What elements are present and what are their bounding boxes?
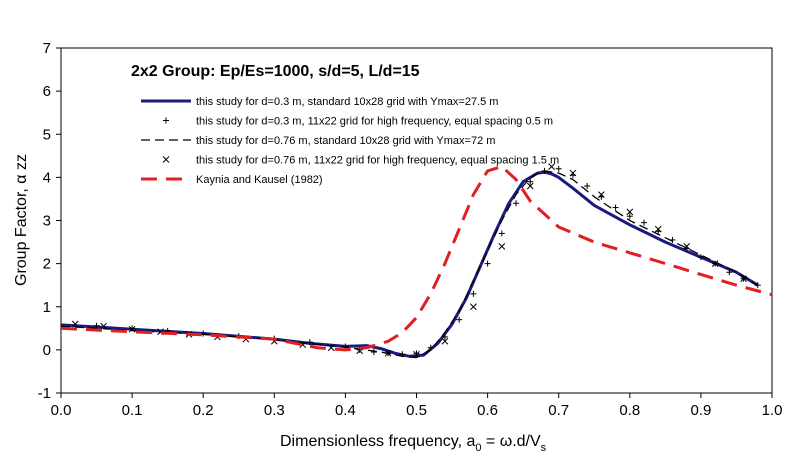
x-tick-label: 0.4 [335, 402, 356, 419]
legend-label-1: this study for d=0.3 m, 11x22 grid for h… [196, 116, 553, 128]
series-3-point [441, 337, 449, 345]
series-1-point [370, 349, 377, 356]
series-1-point [726, 269, 733, 276]
series-3-point [626, 208, 634, 216]
x-tick-label: 0.5 [406, 402, 427, 419]
series-1-point [697, 254, 704, 261]
series-3-point [128, 325, 136, 333]
legend: this study for d=0.3 m, standard 10x28 g… [141, 96, 559, 186]
series-1-point [584, 183, 591, 189]
series-1-point [612, 204, 619, 211]
y-tick-label: 7 [43, 40, 51, 57]
series-1-point [498, 230, 505, 237]
series-2-line [60, 170, 759, 359]
series-1-point [626, 213, 633, 220]
series-3-point [299, 341, 307, 349]
series-3-point [100, 322, 108, 330]
series-1-point [641, 219, 648, 226]
x-label-sub: 0 [475, 442, 481, 454]
series-1-point [484, 260, 491, 267]
y-tick-label: -1 [38, 385, 51, 402]
series-3-point [569, 169, 577, 177]
x-tick-label: 0.6 [477, 402, 498, 419]
y-tick-label: 2 [43, 256, 51, 273]
series-3-point [71, 320, 79, 328]
series-group [60, 163, 773, 359]
series-3-point [598, 191, 605, 198]
legend-marker-1 [163, 117, 169, 124]
x-label-rest: = ω.d/V [481, 433, 541, 450]
y-tick-label: 1 [43, 299, 51, 316]
series-1-point [513, 200, 520, 207]
series-0-line [60, 170, 759, 358]
x-tick-label: 0.2 [193, 402, 214, 419]
legend-label-4: Kaynia and Kausel (1982) [196, 174, 323, 186]
legend-label-0: this study for d=0.3 m, standard 10x28 g… [196, 96, 498, 108]
series-3-point [683, 243, 691, 250]
chart-title: 2x2 Group: Ep/Es=1000, s/d=5, L/d=15 [131, 63, 420, 80]
x-tick-label: 0.8 [619, 402, 640, 419]
y-tick-label: 4 [43, 169, 51, 186]
series-1-point [527, 178, 534, 185]
series-3-point [740, 275, 747, 283]
series-3-point [711, 260, 719, 267]
y-axis-label: Group Factor, α zz [13, 154, 30, 286]
y-tick-label: 5 [43, 126, 51, 143]
series-1-point [306, 339, 313, 346]
series-3-point [384, 349, 392, 357]
series-1-point [441, 333, 448, 340]
x-axis-label: Dimensionless frequency, a0 = ω.d/Vs [280, 433, 547, 454]
legend-marker-3 [162, 156, 170, 163]
x-tick-label: 0.9 [690, 402, 711, 419]
series-1-point [555, 165, 562, 172]
x-axis-ticks: 0.0 0.1 0.2 0.3 0.4 0.5 0.6 0.7 0.8 0.9 1.0 [51, 393, 783, 419]
series-3-point [654, 225, 662, 233]
series-3-point [327, 344, 335, 352]
series-4-line [60, 165, 773, 352]
legend-label-3: this study for d=0.76 m, 11x22 grid for … [196, 155, 559, 167]
x-tick-label: 0.7 [548, 402, 569, 419]
series-3-point [413, 350, 420, 358]
x-label-sub2: s [541, 442, 547, 454]
y-tick-label: 3 [43, 213, 51, 230]
series-1-point [470, 290, 477, 297]
series-3-point [498, 243, 506, 250]
x-tick-label: 0.0 [51, 402, 72, 419]
series-3-point [548, 163, 555, 170]
x-label-main: Dimensionless frequency, a [280, 433, 475, 450]
y-axis-ticks: -1 0 1 2 3 4 5 6 7 [38, 40, 61, 402]
series-3-point [470, 303, 477, 311]
series-1-point [427, 344, 434, 351]
series-3-point [526, 182, 534, 190]
x-tick-label: 1.0 [762, 402, 783, 419]
legend-label-2: this study for d=0.76 m, standard 10x28 … [196, 135, 495, 147]
series-1-point [413, 350, 420, 357]
y-tick-label: 0 [43, 342, 51, 359]
x-tick-label: 0.3 [264, 402, 285, 419]
series-1-point [456, 316, 463, 323]
y-tick-label: 6 [43, 83, 51, 100]
x-tick-label: 0.1 [122, 402, 143, 419]
